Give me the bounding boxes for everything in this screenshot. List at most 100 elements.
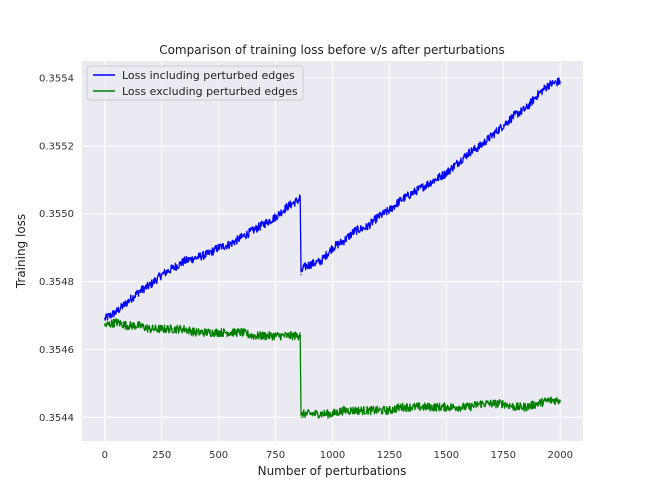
data-point	[457, 406, 459, 408]
data-point	[343, 409, 345, 412]
data-point	[331, 413, 334, 415]
data-point	[240, 236, 243, 239]
data-point	[491, 135, 493, 137]
x-axis-label: Number of perturbations	[258, 464, 407, 478]
data-point	[354, 230, 356, 232]
data-point	[104, 318, 106, 320]
data-point	[274, 335, 277, 337]
legend-entry: Loss excluding perturbed edges	[122, 85, 298, 98]
data-point	[559, 399, 561, 401]
y-tick-label: 0.3544	[39, 413, 74, 424]
y-tick-label: 0.3554	[39, 73, 74, 84]
data-point	[206, 253, 208, 255]
data-point	[183, 260, 186, 262]
data-point	[536, 94, 539, 96]
x-tick-label: 1500	[434, 450, 459, 461]
data-point	[445, 406, 447, 408]
x-tick-label: 1000	[320, 450, 345, 461]
data-point	[548, 399, 550, 401]
y-axis-label: Training loss	[14, 214, 28, 289]
data-point	[172, 328, 174, 330]
data-point	[115, 321, 117, 323]
data-point	[457, 162, 459, 164]
data-point	[138, 291, 140, 293]
data-point	[300, 274, 302, 276]
data-point	[479, 403, 482, 405]
data-point	[320, 260, 322, 262]
data-point	[377, 409, 379, 412]
data-point	[434, 406, 436, 408]
series-line	[104, 318, 561, 419]
series-layer	[104, 77, 561, 419]
legend-entry: Loss including perturbed edges	[122, 69, 295, 82]
y-tick-label: 0.3550	[39, 209, 74, 220]
data-point	[411, 406, 413, 408]
data-point	[536, 403, 539, 405]
data-point	[388, 409, 391, 412]
data-point	[468, 406, 470, 408]
data-point	[525, 107, 527, 110]
data-point	[183, 328, 186, 330]
data-point	[161, 274, 163, 276]
data-point	[297, 199, 299, 201]
data-point	[297, 335, 299, 337]
data-point	[126, 325, 129, 327]
x-tick-label: 500	[209, 450, 228, 461]
x-tick-label: 0	[102, 450, 108, 461]
data-point	[115, 311, 117, 313]
data-point	[559, 80, 561, 82]
data-point	[229, 243, 231, 245]
x-tick-label: 250	[152, 450, 171, 461]
data-point	[161, 328, 163, 330]
data-point	[138, 325, 140, 327]
gridlines	[82, 61, 583, 441]
data-point	[354, 409, 356, 412]
series-1	[104, 77, 561, 321]
x-tick-label: 1250	[377, 450, 402, 461]
series-line	[104, 77, 561, 321]
series-2	[104, 318, 561, 419]
data-point	[300, 416, 302, 418]
x-tick-label: 1750	[491, 450, 516, 461]
tick-labels: 0 250 500 750 1000 1250 1500 1750 2000 0.3544 0.35…	[39, 73, 573, 461]
data-point	[400, 199, 402, 201]
data-point	[502, 403, 504, 405]
data-point	[309, 413, 311, 415]
y-tick-label: 0.3548	[39, 277, 74, 288]
data-point	[149, 284, 151, 286]
data-point	[468, 152, 470, 154]
data-point	[445, 172, 447, 174]
data-point	[388, 209, 391, 211]
data-point	[172, 267, 174, 269]
data-point	[422, 406, 425, 408]
data-point	[195, 257, 197, 259]
data-point	[263, 223, 265, 225]
data-point	[343, 240, 345, 242]
data-point	[491, 403, 493, 405]
legend: Loss including perturbed edges Loss exclu…	[86, 65, 304, 101]
data-point	[514, 406, 516, 408]
x-tick-label: 2000	[548, 450, 573, 461]
data-point	[502, 124, 504, 127]
data-point	[479, 145, 482, 147]
y-tick-label: 0.3552	[39, 141, 74, 152]
data-point	[299, 331, 301, 334]
data-point	[218, 331, 220, 334]
data-point	[206, 331, 208, 334]
data-point	[149, 328, 151, 330]
data-point	[274, 216, 277, 218]
data-point	[422, 185, 425, 188]
data-point	[229, 331, 231, 334]
data-point	[411, 192, 413, 194]
data-point	[286, 206, 288, 208]
data-point	[548, 84, 550, 86]
x-tick-label: 750	[266, 450, 285, 461]
data-point	[126, 301, 129, 303]
data-point	[104, 325, 106, 327]
legend-box	[86, 65, 304, 101]
data-point	[263, 335, 265, 337]
data-point	[240, 331, 243, 334]
data-point	[320, 413, 322, 415]
data-point	[299, 196, 301, 198]
data-point	[302, 267, 304, 269]
